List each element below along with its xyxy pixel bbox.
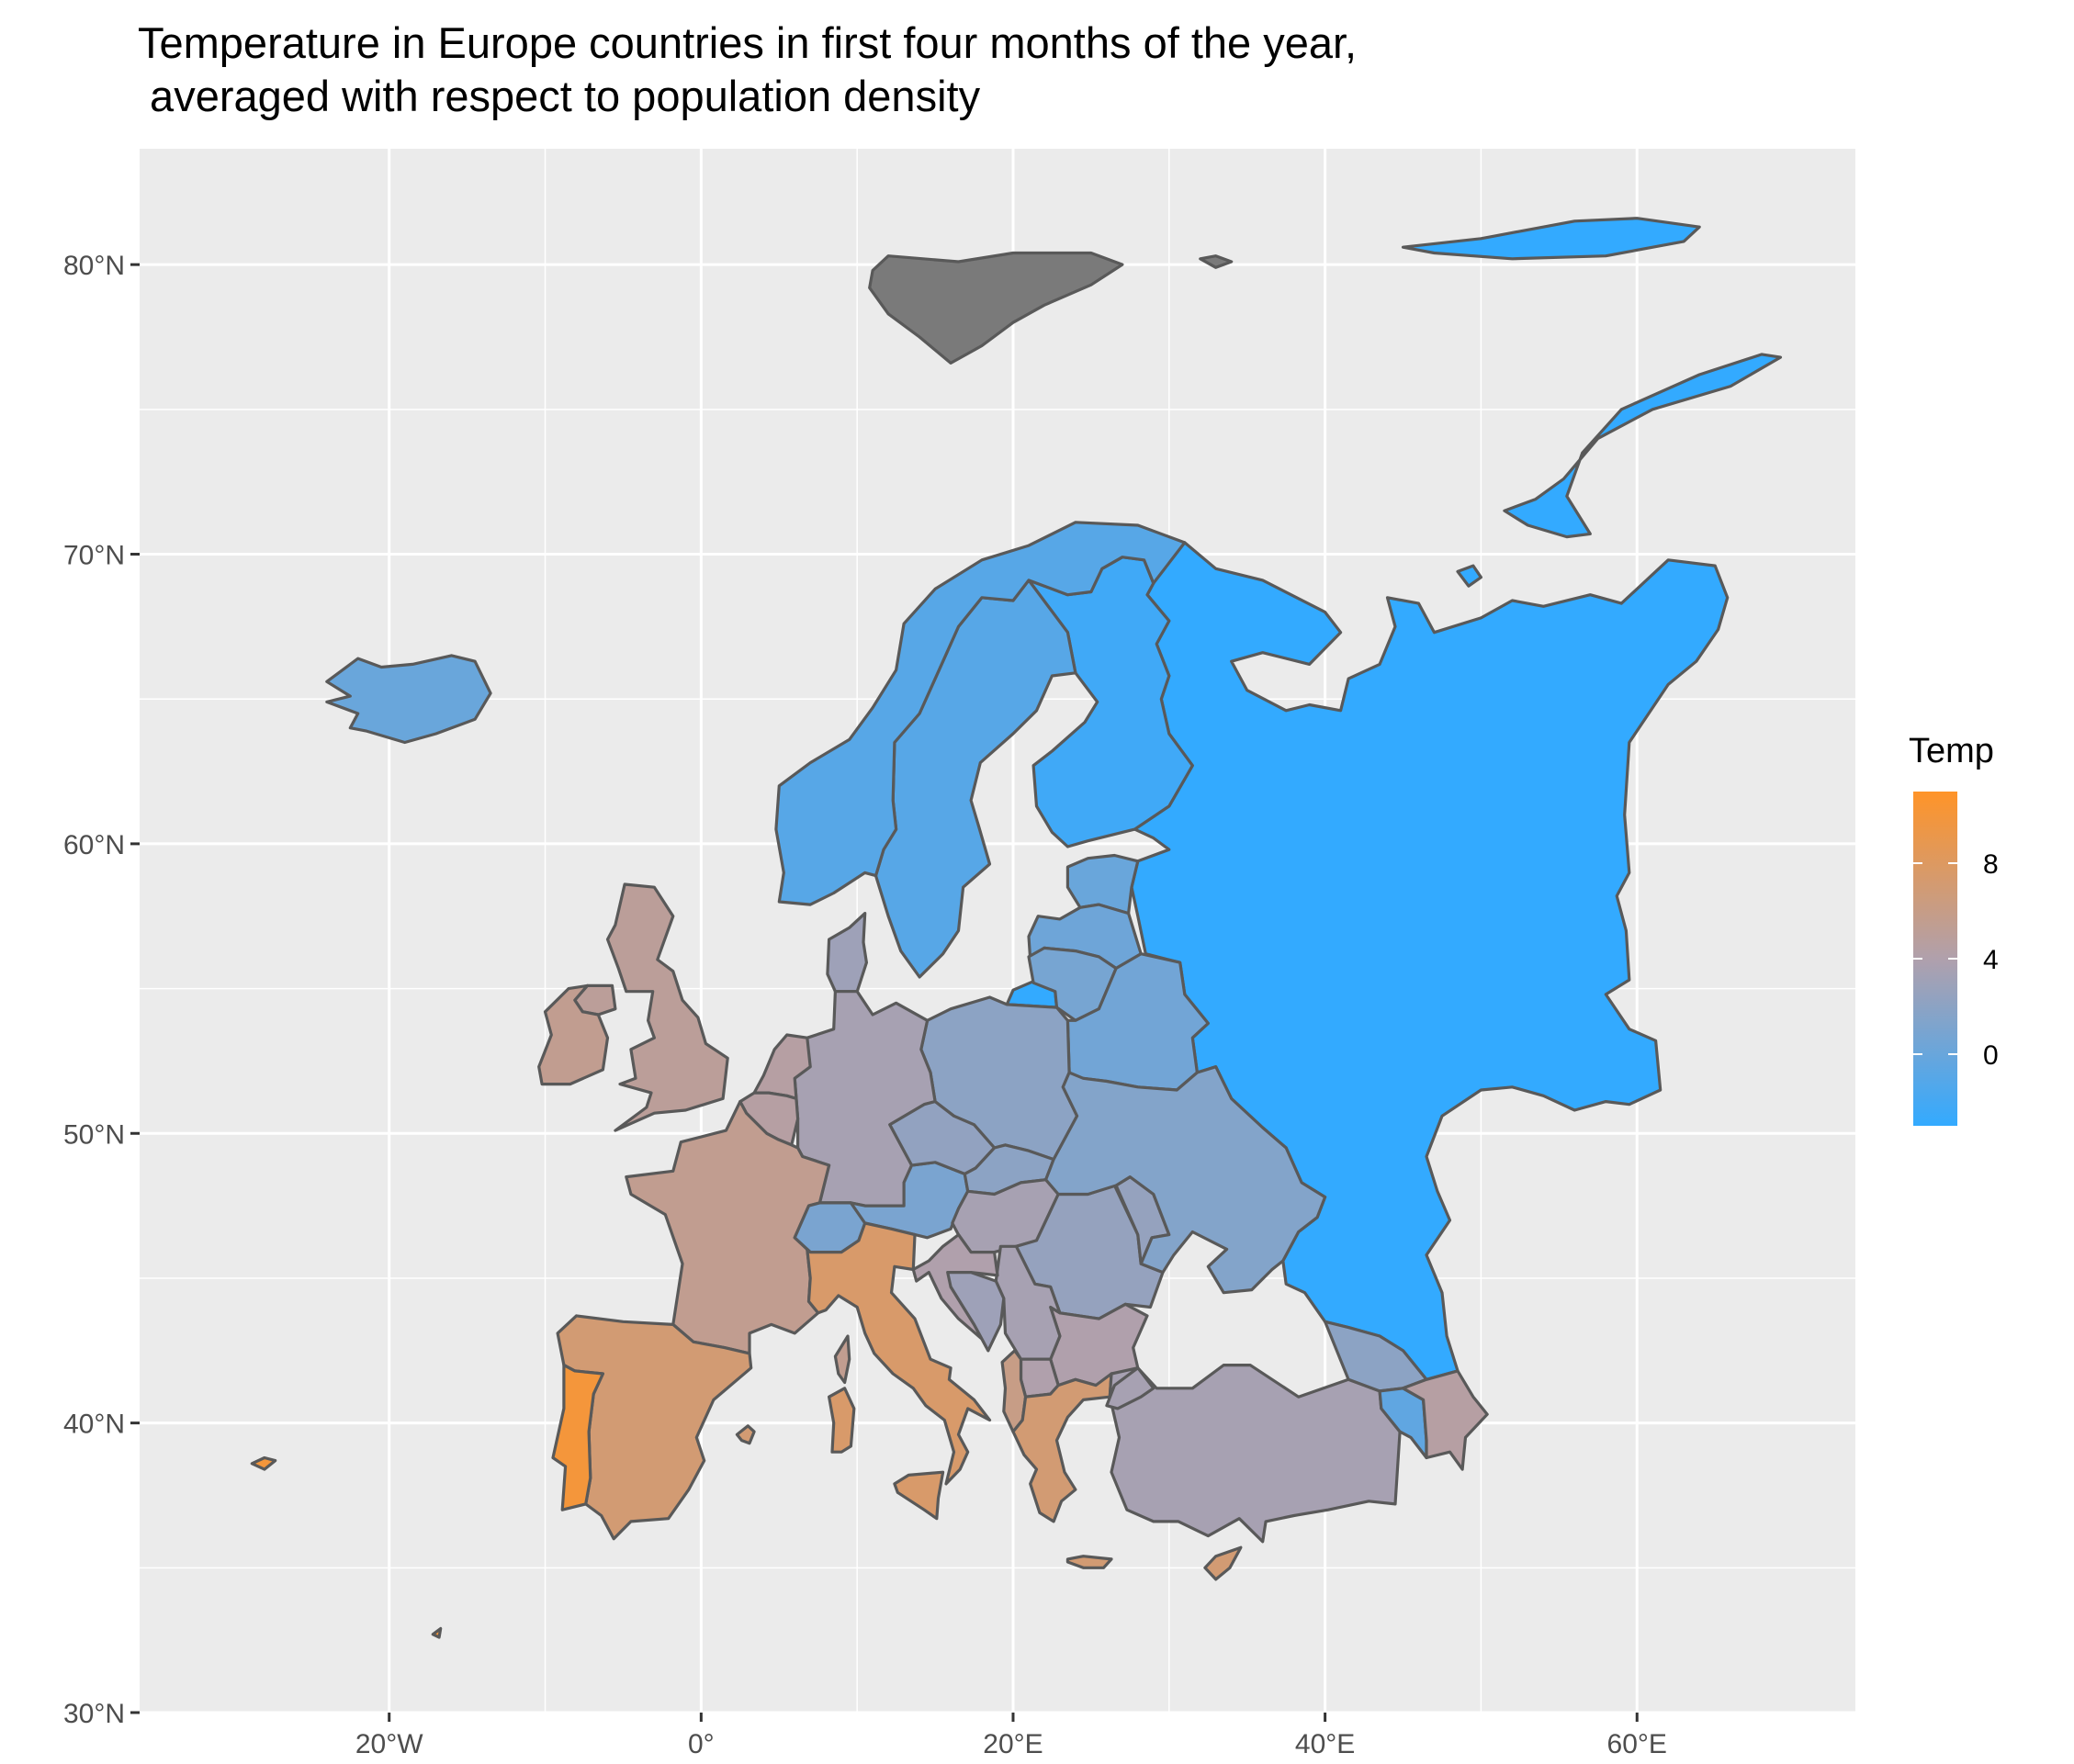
x-tick-label: 60°E: [1607, 1729, 1667, 1759]
country-madeira: [431, 1626, 443, 1639]
y-tick-label: 50°N: [63, 1119, 125, 1150]
country-norway: [774, 521, 1187, 906]
legend-ticks: 8 4 0: [1913, 849, 1999, 1071]
legend-label: 0: [1983, 1040, 1999, 1071]
country-svalbard: [868, 251, 1124, 365]
country-sicily: [893, 1470, 945, 1521]
country-crete: [1065, 1555, 1113, 1569]
y-tick-label: 80°N: [63, 251, 125, 281]
country-ukraine: [1044, 1065, 1327, 1295]
country-nordaustlandet: [1199, 254, 1234, 269]
x-tick-label: 20°W: [355, 1729, 423, 1759]
plot-title: Temperature in Europe countries in first…: [138, 17, 1357, 123]
country-sardinia: [828, 1387, 856, 1454]
country-cyprus: [1203, 1545, 1243, 1581]
country-serbia: [994, 1244, 1062, 1361]
country-kolguyev: [1456, 564, 1482, 588]
x-tick-label: 40°E: [1295, 1729, 1355, 1759]
legend-label: 4: [1983, 945, 1999, 975]
y-tick-label: 60°N: [63, 830, 125, 860]
country-turkey-thrace: [1105, 1366, 1155, 1410]
legend-label: 8: [1983, 849, 1999, 880]
country-united-kingdom: [605, 882, 729, 1132]
country-balearic-islands: [735, 1424, 756, 1445]
y-tick-label: 40°N: [63, 1410, 125, 1440]
y-tick-label: 70°N: [63, 541, 125, 571]
legend-title: Temp: [1909, 732, 1994, 770]
country-turkey: [1108, 1364, 1402, 1544]
country-franz-josef-land: [1401, 217, 1701, 261]
y-tick-label: 30°N: [63, 1699, 125, 1729]
country-estonia: [1065, 853, 1140, 916]
title-line-1: Temperature in Europe countries in first…: [138, 18, 1358, 67]
country-bosnia-and-herzegovina: [946, 1271, 1006, 1353]
country-ireland: [537, 983, 610, 1086]
x-tick-label: 20°E: [983, 1729, 1043, 1759]
country-iceland: [325, 654, 492, 745]
country-azores: [250, 1455, 277, 1471]
x-tick-label: 0°: [688, 1729, 715, 1759]
countries-layer: [250, 217, 1783, 1639]
country-corsica: [833, 1334, 851, 1385]
country-russia: [1130, 541, 1730, 1381]
legend: Temp 8 4 0: [1909, 732, 1999, 1126]
x-axis: 20°W 0° 20°E 40°E 60°E: [355, 1713, 1667, 1759]
country-azerbaijan: [1401, 1369, 1489, 1471]
country-greece: [1011, 1372, 1113, 1523]
y-axis: 30°N 40°N 50°N 60°N 70°N 80°N: [63, 251, 140, 1729]
country-portugal: [551, 1364, 604, 1511]
country-italy: [806, 1221, 992, 1486]
country-novaya-zemlya: [1503, 353, 1783, 539]
title-line-2: averaged with respect to population dens…: [138, 72, 981, 120]
